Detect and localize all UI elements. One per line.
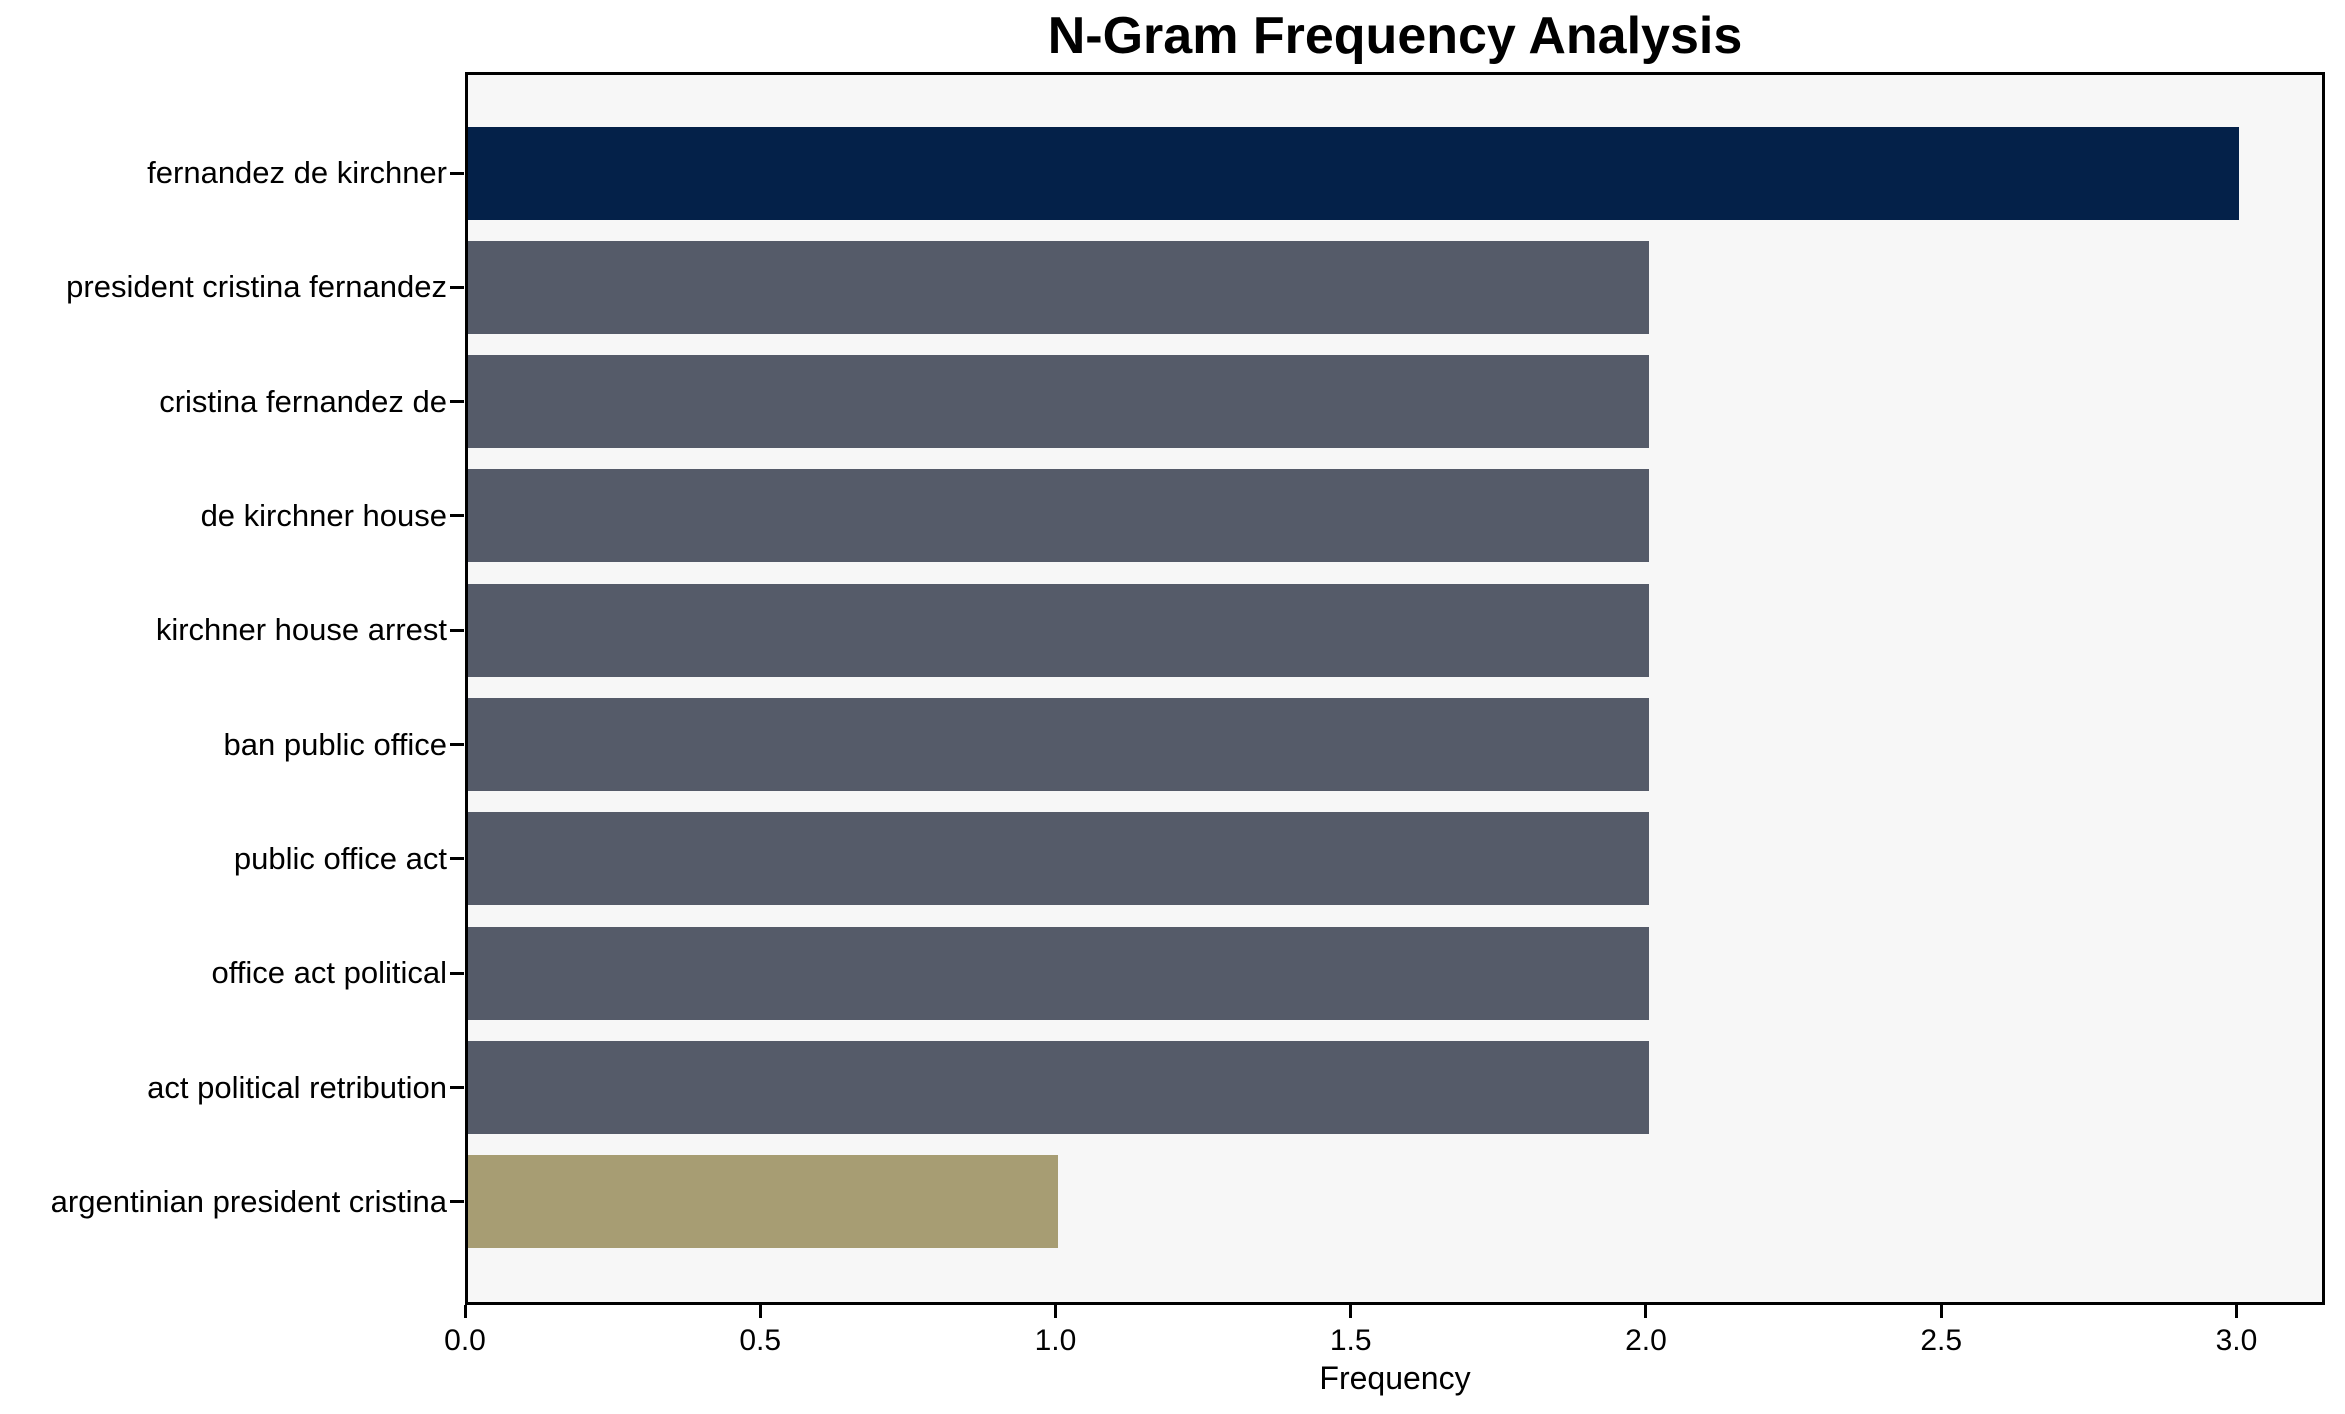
chart-title: N-Gram Frequency Analysis: [1047, 7, 1743, 65]
bar-fernandez-de-kirchner: [468, 126, 2239, 220]
bar-president-cristina-fernandez: [468, 240, 1649, 334]
y-tick-label: public office act: [233, 840, 447, 876]
bar-kirchner-house-arrest: [468, 583, 1649, 677]
bar-cristina-fernandez-de: [468, 355, 1649, 449]
y-tick-mark: [450, 1086, 464, 1090]
x-tick-label: 1.5: [1329, 1324, 1372, 1357]
y-tick-label: ban public office: [223, 726, 447, 762]
x-tick-label: 0.0: [444, 1324, 486, 1357]
bar-office-act-political: [468, 926, 1649, 1020]
y-tick-mark: [450, 1200, 464, 1204]
y-tick-label: president cristina fernandez: [66, 269, 447, 305]
bar-public-office-act: [468, 812, 1649, 906]
x-tick-label: 0.5: [739, 1324, 782, 1357]
y-tick-label: fernandez de kirchner: [147, 155, 447, 190]
y-tick-label: de kirchner house: [200, 497, 447, 533]
y-tick-mark: [450, 400, 464, 404]
x-tick-mark: [1053, 1305, 1057, 1318]
y-tick-mark: [450, 857, 464, 861]
x-axis-title: Frequency: [1319, 1360, 1471, 1396]
y-tick-label: argentinian president cristina: [50, 1183, 447, 1219]
y-tick-label: act political retribution: [147, 1069, 447, 1105]
bar-argentinian-president-cristina: [468, 1155, 1058, 1249]
bar-act-political-retribution: [468, 1041, 1649, 1135]
x-tick-label: 3.0: [2215, 1324, 2258, 1357]
y-tick-mark: [450, 285, 464, 289]
x-tick-mark: [2234, 1305, 2238, 1318]
y-tick-label: office act political: [211, 955, 448, 991]
y-tick-label: cristina fernandez de: [159, 383, 447, 419]
y-tick-mark: [450, 171, 464, 175]
bar-de-kirchner-house: [468, 469, 1649, 563]
x-tick-label: 1.0: [1034, 1324, 1077, 1357]
x-tick-mark: [463, 1305, 467, 1318]
y-tick-mark: [450, 514, 464, 518]
x-tick-mark: [1349, 1305, 1353, 1318]
y-tick-mark: [450, 628, 464, 632]
plot-area: [465, 72, 2325, 1305]
x-tick-label: 2.0: [1625, 1324, 1667, 1357]
y-tick-mark: [450, 971, 464, 975]
bar-ban-public-office: [468, 698, 1649, 792]
x-tick-mark: [758, 1305, 762, 1318]
y-tick-mark: [450, 743, 464, 747]
y-tick-label: kirchner house arrest: [155, 612, 447, 648]
x-tick-label: 2.5: [1920, 1324, 1963, 1357]
x-tick-mark: [1644, 1305, 1648, 1318]
x-tick-mark: [1939, 1305, 1943, 1318]
